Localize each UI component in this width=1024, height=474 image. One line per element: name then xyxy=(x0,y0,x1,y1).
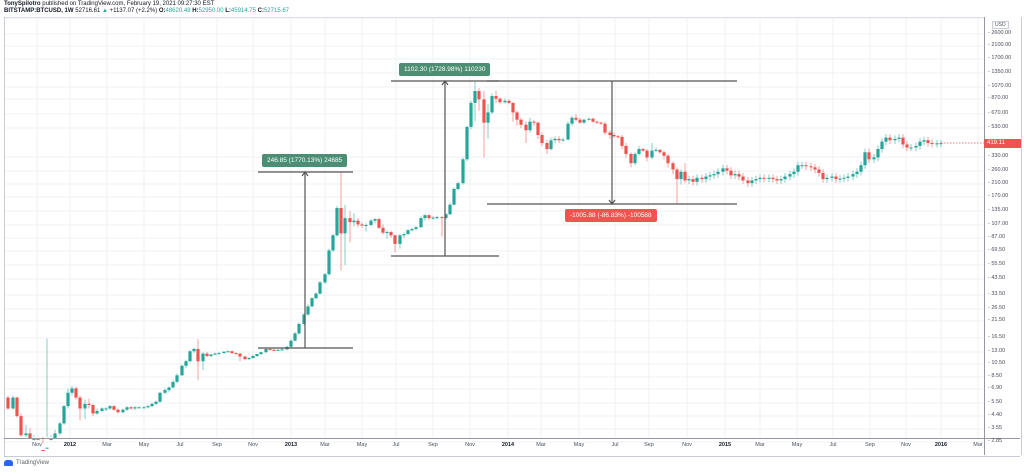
price-tick-label: - 4.40 xyxy=(988,412,1003,418)
time-tick-label: Mar xyxy=(320,442,330,448)
close-value: 52715.67 xyxy=(263,8,289,14)
time-tick-label: Sep xyxy=(212,442,222,448)
time-tick-label: 2012 xyxy=(63,442,77,448)
open-value: 48620.48 xyxy=(165,8,191,14)
time-tick-label: Sep xyxy=(428,442,438,448)
price-tick-label: - 43.50 xyxy=(988,275,1006,281)
time-tick-label: Sep xyxy=(644,442,654,448)
time-tick-label: May xyxy=(138,442,150,448)
time-tick-label: Nov xyxy=(901,442,911,448)
time-tick-label: Nov xyxy=(682,442,692,448)
last-price: 52716.61 xyxy=(75,8,101,14)
tradingview-logo[interactable]: TradingView xyxy=(4,460,49,466)
time-tick-label: Mar xyxy=(973,442,983,448)
currency-unit-label: USD xyxy=(992,21,1009,29)
time-tick-label: 2015 xyxy=(718,442,732,448)
price-tick-label: - 2100.00 xyxy=(988,42,1012,48)
brand-name: TradingView xyxy=(16,460,50,466)
cloud-logo-icon xyxy=(4,460,13,466)
price-tick-label: - 10.50 xyxy=(988,360,1006,366)
price-tick-label: - 2.85 xyxy=(988,438,1003,444)
time-tick-label: May xyxy=(573,442,585,448)
change-arrow-icon: ▲ xyxy=(101,8,108,14)
time-tick-label: Mar xyxy=(102,442,112,448)
price-tick-label: - 21.50 xyxy=(988,317,1006,323)
price-tick-label: - 87.00 xyxy=(988,234,1006,240)
price-tick-label: - 107.00 xyxy=(988,221,1009,227)
low-label: L: xyxy=(225,8,231,14)
time-tick-label: Sep xyxy=(865,442,875,448)
price-tick-label: - 69.50 xyxy=(988,247,1006,253)
price-tick-label: - 2600.00 xyxy=(988,30,1012,36)
time-tick-label: Jul xyxy=(611,442,619,448)
time-tick-label: Nov xyxy=(32,442,42,448)
published-text: published on TradingView.com, February 1… xyxy=(42,1,215,7)
price-tick-label: - 33.50 xyxy=(988,291,1006,297)
price-tick-label: - 530.00 xyxy=(988,124,1009,130)
measurement-label[interactable]: 1102.30 (1728.98%) 110230 xyxy=(399,63,491,76)
time-axis[interactable] xyxy=(4,438,1020,457)
time-tick-label: 2013 xyxy=(284,442,298,448)
price-tick-label: - 260.00 xyxy=(988,167,1009,173)
publish-info: TonySpilotro published on TradingView.co… xyxy=(4,1,214,7)
price-tick-label: - 3.55 xyxy=(988,425,1003,431)
price-tick-label: - 6.90 xyxy=(988,385,1003,391)
current-price-tag: 419.11 xyxy=(984,139,1021,148)
time-tick-label: Jul xyxy=(176,442,184,448)
measurement-label[interactable]: 246.85 (1770.13%) 24685 xyxy=(262,154,348,167)
price-tick-label: - 330.00 xyxy=(988,153,1009,159)
price-tick-label: - 1700.00 xyxy=(988,55,1012,61)
time-tick-label: Jul xyxy=(829,442,837,448)
price-tick-label: - 16.50 xyxy=(988,334,1006,340)
time-tick-label: May xyxy=(791,442,803,448)
time-tick-label: May xyxy=(356,442,368,448)
low-value: 45914.75 xyxy=(230,8,256,14)
price-tick-label: - 55.50 xyxy=(988,261,1006,267)
price-tick-label: - 135.00 xyxy=(988,207,1009,213)
price-tick-label: - 870.00 xyxy=(988,95,1009,101)
time-tick-label: 2014 xyxy=(501,442,515,448)
symbol-name: BITSTAMP:BTCUSD, 1W xyxy=(4,8,74,14)
price-tick-label: - 13.00 xyxy=(988,348,1006,354)
price-tick-label: - 1350.00 xyxy=(988,69,1012,75)
high-label: H: xyxy=(192,8,199,14)
open-label: O: xyxy=(158,8,166,14)
price-tick-label: - 210.00 xyxy=(988,180,1009,186)
time-tick-label: Mar xyxy=(755,442,765,448)
high-value: 52950.00 xyxy=(198,8,224,14)
symbol-legend: BITSTAMP:BTCUSD, 1W 52716.61 ▲ +1137.07 … xyxy=(4,8,289,14)
price-axis[interactable] xyxy=(984,17,1022,455)
price-tick-label: - 8.50 xyxy=(988,373,1003,379)
publisher-name: TonySpilotro xyxy=(4,1,41,7)
price-tick-label: - 170.00 xyxy=(988,193,1009,199)
price-tick-label: - 5.50 xyxy=(988,399,1003,405)
time-tick-label: Nov xyxy=(248,442,258,448)
time-tick-label: Jul xyxy=(392,442,400,448)
close-label: C: xyxy=(257,8,264,14)
price-change: +1137.07 (+2.2%) xyxy=(109,8,158,14)
price-tick-label: - 26.50 xyxy=(988,305,1006,311)
time-tick-label: Nov xyxy=(465,442,475,448)
time-tick-label: Mar xyxy=(536,442,546,448)
price-tick-label: - 1070.00 xyxy=(988,83,1012,89)
price-tick-label: - 670.00 xyxy=(988,110,1009,116)
measurement-label[interactable]: -1005.88 (-86.83%) -100588 xyxy=(565,209,657,222)
time-tick-label: 2016 xyxy=(934,442,948,448)
